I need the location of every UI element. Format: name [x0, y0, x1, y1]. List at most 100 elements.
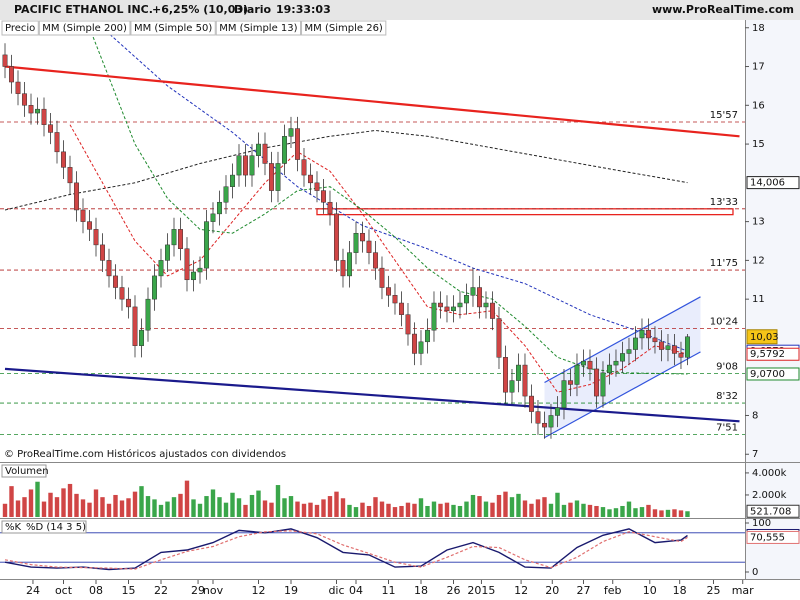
volume-bar [48, 492, 53, 517]
volume-bar [620, 505, 625, 517]
header-bar [0, 0, 800, 20]
title: PACIFIC ETHANOL INC. [14, 3, 153, 16]
candle-body [490, 302, 495, 319]
volume-bar [22, 497, 27, 517]
candle-body [165, 244, 170, 261]
candle-body [152, 275, 157, 300]
volume-bar [483, 501, 489, 517]
volume-bar [204, 496, 209, 517]
x-tick-label: 19 [284, 584, 298, 597]
channel-upper [544, 296, 701, 384]
volume-bar [386, 503, 391, 517]
volume-bar [340, 498, 346, 517]
x-tick-label: 29 [191, 584, 205, 597]
candle-body [555, 407, 560, 416]
candle-body [626, 349, 632, 354]
candle-body [542, 422, 547, 428]
volume-bar [392, 507, 398, 517]
volume-bar [548, 503, 554, 517]
x-tick-label: nov [203, 584, 224, 597]
candle-body [522, 364, 528, 397]
volume-bar [262, 500, 268, 517]
level-label: 15'57 [710, 110, 738, 121]
volume-bar [80, 499, 86, 517]
candle-body [659, 341, 664, 350]
candle-body [607, 364, 612, 374]
candle-body [503, 357, 508, 393]
moving-average [102, 27, 688, 352]
candle-body [392, 295, 398, 304]
level-label: 9'08 [716, 362, 738, 373]
candle-body [431, 302, 437, 331]
volume-bar [9, 486, 14, 517]
volume-bar [145, 496, 151, 517]
candle-body [145, 298, 151, 331]
volume-bar [496, 494, 502, 517]
candle-body [184, 248, 190, 281]
candle-body [327, 201, 333, 215]
volume-bar [587, 504, 593, 517]
volume-bar [165, 501, 170, 517]
y-tick-label: 8 [752, 410, 758, 421]
x-tick-label: 24 [26, 584, 40, 597]
price-last-box [746, 329, 778, 345]
volume-bar [522, 500, 528, 517]
volume-bar [425, 505, 430, 517]
candle-body [230, 174, 235, 187]
x-tick-label: 20 [545, 584, 559, 597]
volume-bar [633, 508, 638, 517]
candle-body [295, 128, 300, 160]
volume-bar [210, 489, 216, 517]
volume-bar [561, 504, 567, 517]
candle-body [113, 275, 118, 288]
candle-body [373, 252, 378, 269]
candle-body [80, 209, 86, 222]
volume-bar [366, 505, 372, 517]
candle-body [48, 124, 53, 133]
volume-bar [288, 496, 294, 517]
volume-bar [516, 493, 521, 517]
volume-last-label: 521.708 [750, 506, 791, 517]
candle-body [600, 372, 606, 397]
volume-bar [457, 505, 463, 517]
volume-bar [217, 497, 222, 517]
candle-body [548, 415, 554, 428]
candle-body [93, 229, 99, 246]
volume-bar [451, 504, 456, 517]
candle-body [197, 267, 203, 273]
level-label: 13'33 [710, 197, 738, 208]
site: www.ProRealTime.com [652, 3, 794, 16]
volume-bar [100, 497, 105, 517]
candle-body [509, 380, 515, 393]
volume-last-label-box [746, 504, 800, 518]
candle-body [178, 229, 183, 250]
trendline [4, 65, 740, 138]
candle-body [301, 159, 307, 176]
candle-body [425, 329, 430, 343]
volume-bar [581, 503, 586, 517]
right-axis [745, 20, 800, 580]
volume-bar [243, 504, 248, 517]
volume-bar [119, 500, 125, 517]
volume-bar [113, 494, 118, 517]
candle-body [256, 143, 261, 156]
volume-bar [353, 507, 359, 517]
candle-body [470, 287, 476, 296]
candle-body [139, 329, 144, 346]
candle-body [672, 345, 677, 354]
volume-bar [171, 497, 177, 517]
legend-item: MM (Simple 26) [305, 23, 383, 34]
volume-bar [438, 503, 443, 517]
candle-body [587, 360, 593, 370]
candle-body [620, 353, 625, 362]
candle-body [412, 333, 417, 354]
oscillator-line [4, 530, 688, 570]
candle-body [314, 182, 320, 191]
period: Diario [234, 3, 272, 16]
volume-bar [2, 503, 8, 517]
channel-lower [544, 351, 701, 439]
candle-body [464, 295, 469, 304]
volume-bar [535, 499, 541, 517]
x-tick-label: 2015 [467, 584, 495, 597]
